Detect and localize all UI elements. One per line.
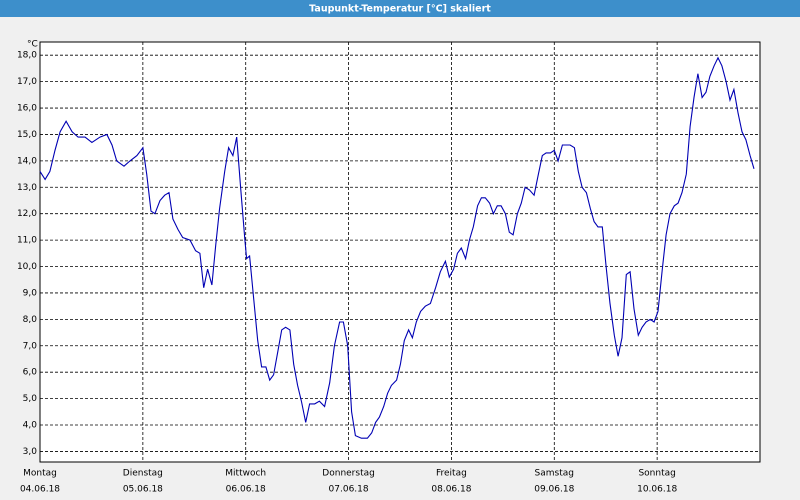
y-tick-label: 16,0 bbox=[17, 104, 37, 114]
y-tick-label: 10,0 bbox=[17, 262, 37, 272]
plot-area bbox=[40, 42, 760, 462]
x-tick-label: Sonntag bbox=[638, 469, 675, 479]
x-tick-date: 05.06.18 bbox=[123, 485, 163, 495]
x-tick-label: Freitag bbox=[436, 469, 467, 479]
y-tick-label: 8,0 bbox=[23, 315, 38, 325]
x-tick-date: 09.06.18 bbox=[534, 485, 574, 495]
x-tick-label: Dienstag bbox=[123, 469, 163, 479]
x-tick-label: Mittwoch bbox=[225, 469, 266, 479]
y-tick-label: 7,0 bbox=[23, 341, 38, 351]
x-tick-label: Donnerstag bbox=[322, 469, 375, 479]
x-tick-label: Samstag bbox=[535, 469, 574, 479]
y-tick-label: 14,0 bbox=[17, 156, 37, 166]
y-tick-label: 3,0 bbox=[23, 447, 38, 457]
y-tick-label: 6,0 bbox=[23, 368, 38, 378]
plot-border bbox=[39, 41, 761, 463]
x-tick-date: 10.06.18 bbox=[637, 485, 677, 495]
y-tick-label: 9,0 bbox=[23, 288, 38, 298]
x-tick-date: 04.06.18 bbox=[20, 485, 60, 495]
x-tick-date: 06.06.18 bbox=[226, 485, 266, 495]
y-tick-label: 12,0 bbox=[17, 209, 37, 219]
y-tick-label: 5,0 bbox=[23, 394, 38, 404]
chart-title: Taupunkt-Temperatur [°C] skaliert bbox=[309, 4, 491, 15]
x-tick-label: Montag bbox=[23, 469, 57, 479]
x-tick-date: 07.06.18 bbox=[329, 485, 369, 495]
y-tick-label: 13,0 bbox=[17, 183, 37, 193]
y-axis-unit: °C bbox=[27, 40, 38, 50]
y-tick-label: 11,0 bbox=[17, 236, 37, 246]
data-line bbox=[39, 56, 755, 439]
y-tick-label: 15,0 bbox=[17, 130, 37, 140]
y-tick-label: 4,0 bbox=[23, 421, 38, 431]
y-tick-label: 18,0 bbox=[17, 51, 37, 61]
y-tick-label: 17,0 bbox=[17, 77, 37, 87]
x-tick-date: 08.06.18 bbox=[431, 485, 471, 495]
title-bar bbox=[0, 0, 800, 17]
